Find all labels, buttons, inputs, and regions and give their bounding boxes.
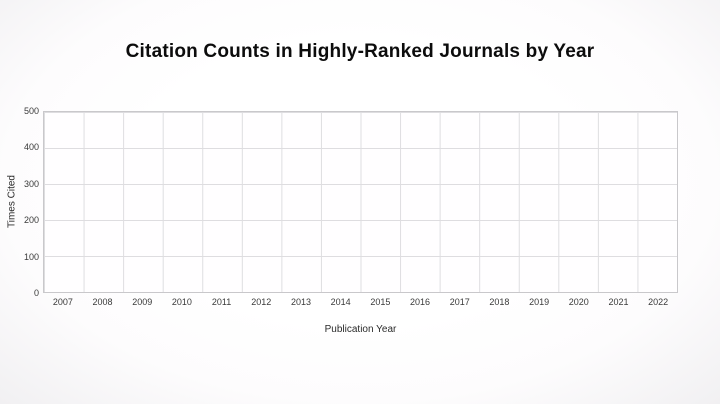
x-tick-label: 2009 [132, 297, 153, 307]
y-tick-label: 0 [33, 287, 39, 298]
y-tick-label: 400 [23, 142, 39, 153]
x-tick-label: 2007 [52, 297, 73, 307]
x-tick-label: 2021 [608, 297, 629, 307]
plot-area [43, 111, 678, 293]
y-tick-label: 300 [23, 178, 39, 189]
chart-title: Citation Counts in Highly-Ranked Journal… [125, 41, 595, 62]
x-axis-title: Publication Year [324, 324, 397, 335]
x-tick-label: 2017 [449, 297, 470, 307]
x-tick-label: 2019 [529, 297, 550, 307]
x-tick-label: 2008 [92, 297, 113, 307]
y-tick-label: 500 [23, 106, 39, 116]
x-tick-label: 2013 [290, 297, 311, 307]
x-tick-label: 2020 [568, 297, 589, 307]
y-axis-tick-labels: 500 400 300 200 100 0 [0, 106, 39, 298]
x-tick-label: 2016 [410, 297, 431, 307]
x-tick-label: 2015 [370, 297, 391, 307]
x-tick-label: 2010 [171, 297, 192, 307]
y-tick-label: 200 [23, 215, 39, 226]
x-tick-label: 2022 [648, 297, 669, 307]
x-tick-label: 2018 [489, 297, 510, 307]
x-axis-tick-labels: 2007 2008 2009 2010 2011 2012 2013 2014 … [43, 297, 678, 307]
x-tick-label: 2011 [211, 297, 232, 307]
x-tick-label: 2014 [330, 297, 351, 307]
x-tick-label: 2012 [251, 297, 272, 307]
y-tick-label: 100 [23, 251, 39, 262]
